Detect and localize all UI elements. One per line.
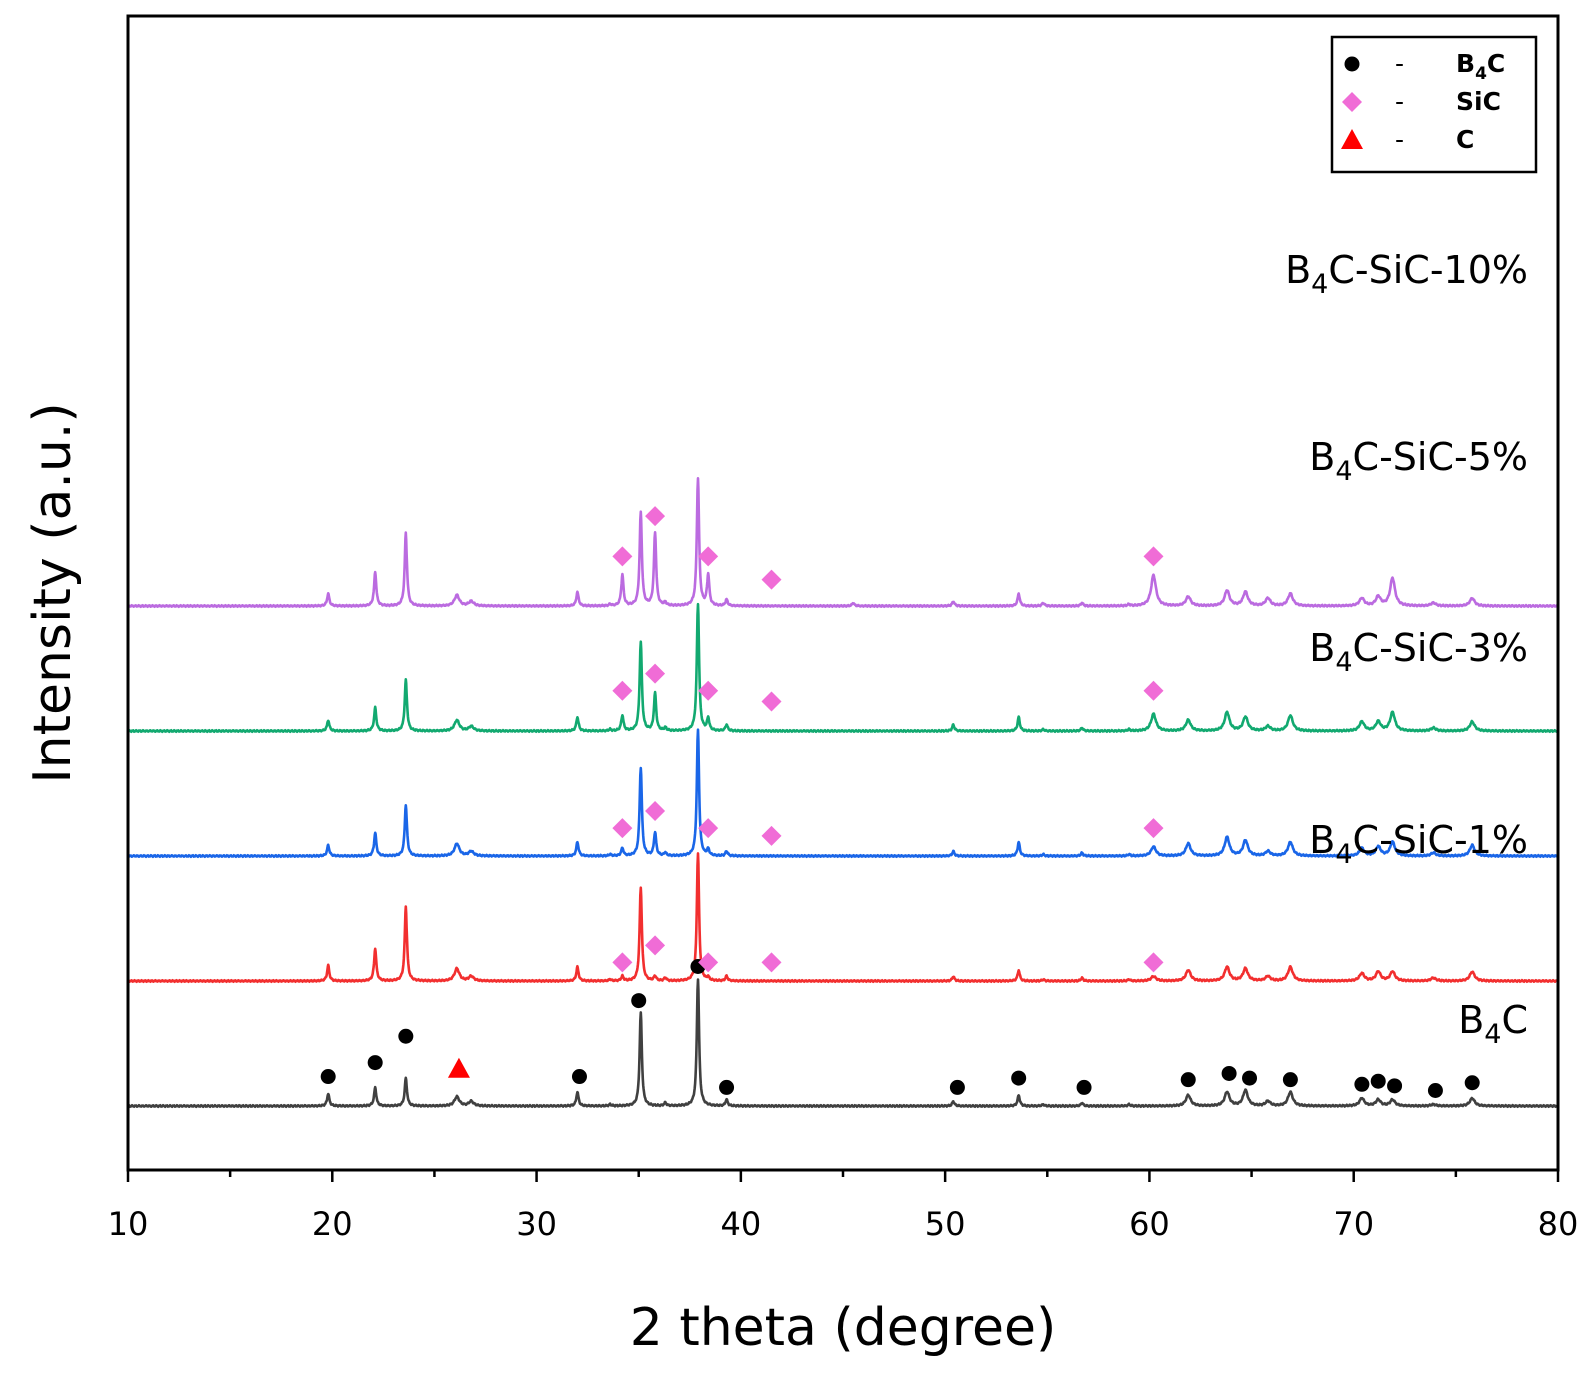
series-label-rest: C-SiC-3% — [1353, 626, 1528, 670]
legend-dash: - — [1395, 87, 1404, 116]
diamond-marker — [698, 546, 719, 567]
series-label-base: B — [1309, 435, 1335, 479]
legend-dash: - — [1395, 125, 1404, 154]
series-label-rest: C — [1501, 998, 1528, 1042]
series-label: B4C-SiC-1% — [1309, 818, 1528, 870]
series-label-subscript: 4 — [1311, 269, 1328, 300]
circle-marker — [1354, 1076, 1370, 1092]
diamond-marker — [612, 680, 633, 701]
y-axis-title: Intensity (a.u.) — [23, 402, 83, 783]
diamond-marker — [698, 680, 719, 701]
series-label: B4C-SiC-5% — [1309, 435, 1528, 487]
x-tick-label: 20 — [312, 1205, 353, 1243]
circle-marker — [1221, 1065, 1237, 1081]
diamond-marker — [612, 546, 633, 567]
legend-label-subscript: 4 — [1475, 64, 1487, 84]
circle-marker — [367, 1055, 383, 1071]
diamond-marker — [761, 691, 782, 712]
diamond-marker — [1143, 818, 1164, 839]
circle-marker — [1387, 1078, 1403, 1094]
series-label: B4C — [1458, 998, 1528, 1050]
legend-label: SiC — [1456, 87, 1501, 116]
series-label: B4C-SiC-10% — [1285, 248, 1528, 300]
legend-label-rest: C — [1487, 49, 1505, 78]
series-line-B4C-SiC-3% — [127, 728, 1560, 859]
series-line-B4C-SiC-1% — [127, 852, 1560, 984]
circle-marker — [1464, 1075, 1480, 1091]
legend-box — [1330, 35, 1538, 174]
circle-marker — [320, 1069, 336, 1085]
diamond-marker — [761, 825, 782, 846]
diamond-marker — [761, 569, 782, 590]
x-tick-label: 30 — [516, 1205, 557, 1243]
diamond-marker — [645, 935, 666, 956]
series-label-rest: C-SiC-5% — [1353, 435, 1528, 479]
plot-frame — [126, 14, 1560, 1172]
diamond-marker — [645, 801, 666, 822]
x-tick-label: 50 — [925, 1205, 966, 1243]
series-label-subscript: 4 — [1335, 456, 1352, 487]
diamond-marker — [1143, 546, 1164, 567]
circle-marker — [719, 1079, 735, 1095]
series-label-layer: B4CB4C-SiC-1%B4C-SiC-3%B4C-SiC-5%B4C-SiC… — [1285, 248, 1528, 1050]
x-tick-label: 70 — [1333, 1205, 1374, 1243]
series-label-rest: C-SiC-10% — [1328, 248, 1528, 292]
series-label-base: B — [1458, 998, 1484, 1042]
series-label-base: B — [1285, 248, 1311, 292]
legend-entries: - B4C- SiC- C — [1341, 49, 1505, 154]
x-tick-label: 10 — [108, 1205, 149, 1243]
series-label-subscript: 4 — [1335, 839, 1352, 870]
legend: - B4C- SiC- C — [1330, 35, 1538, 174]
circle-marker — [571, 1069, 587, 1085]
circle-marker — [1076, 1079, 1092, 1095]
circle-marker — [1370, 1073, 1386, 1089]
x-tick-label: 40 — [720, 1205, 761, 1243]
series-label-base: B — [1309, 626, 1335, 670]
triangle-marker — [447, 1057, 470, 1078]
x-axis-ticks: 10 20 30 40 50 60 70 80 — [108, 1170, 1579, 1243]
diamond-marker — [645, 506, 666, 527]
series-label: B4C-SiC-3% — [1309, 626, 1528, 678]
series-line-B4C-SiC-5% — [127, 602, 1559, 734]
legend-circle-marker — [1344, 56, 1360, 72]
diamond-marker — [761, 952, 782, 973]
diamond-marker — [612, 952, 633, 973]
diamond-marker — [698, 818, 719, 839]
circle-marker — [1242, 1070, 1258, 1086]
legend-triangle-marker — [1341, 129, 1363, 149]
diamond-marker — [612, 818, 633, 839]
circle-marker — [1282, 1072, 1298, 1088]
circle-marker — [1180, 1072, 1196, 1088]
legend-label: C — [1456, 125, 1474, 154]
series-label-rest: C-SiC-1% — [1353, 818, 1528, 862]
circle-marker — [949, 1079, 965, 1095]
marker-layer — [320, 506, 1480, 1098]
legend-label-base: SiC — [1456, 87, 1501, 116]
series-line-B4C — [127, 978, 1559, 1109]
legend-dash: - — [1395, 49, 1404, 78]
series-line-B4C-SiC-10% — [126, 477, 1559, 609]
circle-marker — [631, 993, 647, 1009]
diamond-marker — [698, 952, 719, 973]
diamond-marker — [1143, 952, 1164, 973]
legend-label-base: B — [1456, 49, 1475, 78]
diamond-marker — [645, 663, 666, 684]
series-label-base: B — [1309, 818, 1335, 862]
series-label-subscript: 4 — [1335, 647, 1352, 678]
circle-marker — [398, 1028, 414, 1044]
x-axis-title: 2 theta (degree) — [630, 1298, 1057, 1358]
circle-marker — [1427, 1083, 1443, 1098]
series-layer — [126, 477, 1560, 1109]
legend-label: B4C — [1456, 49, 1505, 84]
circle-marker — [1011, 1070, 1027, 1086]
diamond-marker — [1143, 680, 1164, 701]
series-label-subscript: 4 — [1484, 1019, 1501, 1050]
legend-diamond-marker — [1342, 92, 1362, 112]
legend-label-base: C — [1456, 125, 1474, 154]
x-tick-label: 60 — [1129, 1205, 1170, 1243]
x-tick-label: 80 — [1538, 1205, 1579, 1243]
